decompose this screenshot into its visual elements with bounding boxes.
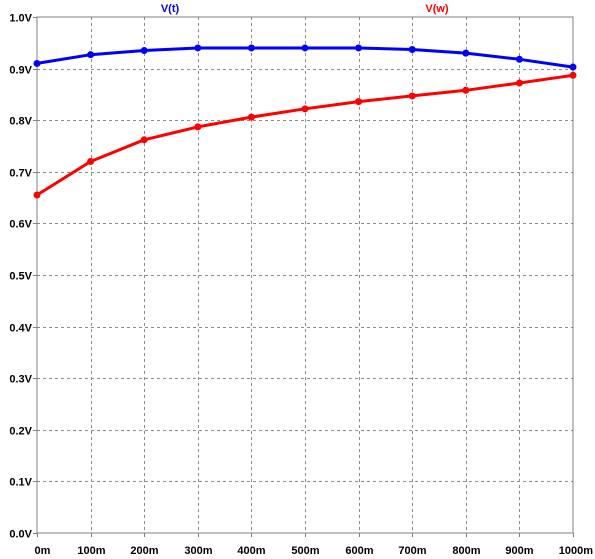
data-point bbox=[247, 44, 255, 52]
data-point bbox=[87, 157, 95, 165]
y-tick-label: 0.8V bbox=[9, 116, 32, 128]
x-tick-label: 400m bbox=[237, 545, 265, 557]
x-tick-label: 800m bbox=[452, 545, 480, 557]
data-point bbox=[408, 46, 416, 54]
legend-label-1: V(t) bbox=[161, 3, 180, 15]
data-point bbox=[33, 59, 41, 67]
y-tick-label: 0.0V bbox=[9, 529, 32, 541]
data-point bbox=[515, 79, 523, 87]
data-point bbox=[569, 63, 577, 71]
data-point bbox=[33, 191, 41, 199]
series-lines bbox=[33, 44, 577, 199]
grid-lines bbox=[37, 17, 573, 533]
x-tick-label: 200m bbox=[130, 545, 158, 557]
legend-label-2: V(w) bbox=[425, 3, 449, 15]
data-point bbox=[462, 86, 470, 94]
y-tick-label: 0.3V bbox=[9, 374, 32, 386]
data-point bbox=[301, 105, 309, 113]
x-tick-label: 700m bbox=[398, 545, 426, 557]
y-tick-label: 0.7V bbox=[9, 168, 32, 180]
y-tick-label: 0.6V bbox=[9, 219, 32, 231]
data-point bbox=[140, 47, 148, 55]
data-point bbox=[194, 44, 202, 52]
data-point bbox=[462, 49, 470, 57]
y-tick-label: 0.1V bbox=[9, 477, 32, 489]
data-point bbox=[301, 44, 309, 52]
data-point bbox=[515, 55, 523, 63]
y-tick-label: 1.0V bbox=[9, 13, 32, 25]
data-point bbox=[355, 98, 363, 106]
series-line-2 bbox=[36, 73, 574, 197]
data-point bbox=[194, 123, 202, 131]
data-point bbox=[247, 113, 255, 121]
data-point bbox=[87, 51, 95, 59]
x-tick-label: 900m bbox=[505, 545, 533, 557]
x-tick-label: 300m bbox=[184, 545, 212, 557]
x-tick-label: 500m bbox=[291, 545, 319, 557]
y-tick-label: 0.9V bbox=[9, 65, 32, 77]
x-tick-label: 1000m bbox=[559, 545, 593, 557]
data-point bbox=[355, 44, 363, 52]
legend: V(t) V(w) bbox=[161, 3, 449, 15]
y-tick-label: 0.4V bbox=[9, 323, 32, 335]
data-point bbox=[569, 71, 577, 79]
y-tick-label: 0.2V bbox=[9, 426, 32, 438]
data-point bbox=[408, 92, 416, 100]
x-tick-label: 600m bbox=[345, 545, 373, 557]
data-point bbox=[140, 136, 148, 144]
x-tick-label: 0m bbox=[35, 545, 51, 557]
x-tick-label: 100m bbox=[77, 545, 105, 557]
y-tick-label: 0.5V bbox=[9, 271, 32, 283]
axis-ticks: 0m 100m 200m 300m 400m 500m 600m 700m 800m 900m 10… bbox=[9, 13, 593, 558]
